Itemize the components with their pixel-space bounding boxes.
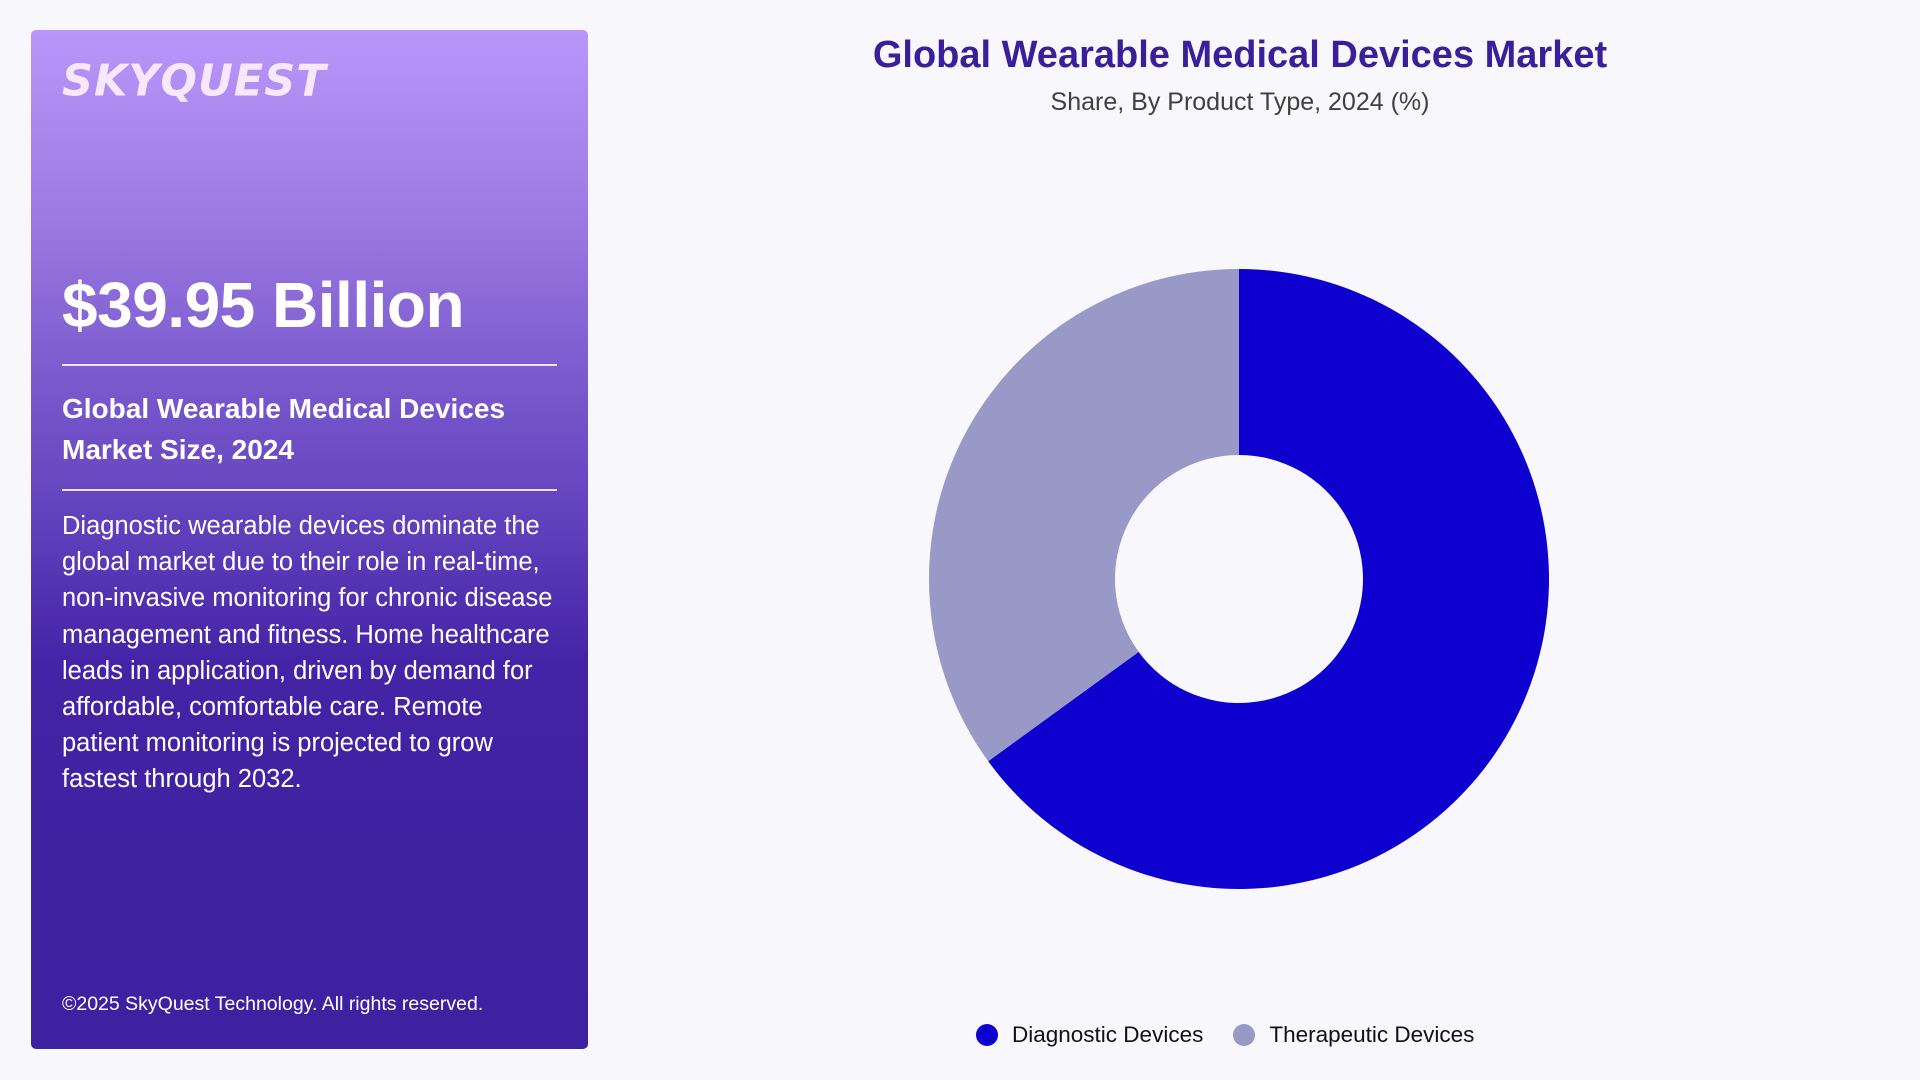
market-value: $39.95 Billion: [62, 269, 465, 341]
summary-panel: SKYQUEST $39.95 Billion Global Wearable …: [31, 30, 588, 1049]
divider-bottom: [62, 489, 557, 491]
divider-top: [62, 364, 557, 366]
donut-chart: [929, 269, 1549, 890]
chart-title: Global Wearable Medical Devices Market: [872, 34, 1608, 76]
copyright-notice: ©2025 SkyQuest Technology. All rights re…: [62, 993, 484, 1015]
chart-subtitle: Share, By Product Type, 2024 (%): [1050, 88, 1430, 116]
donut-slice-diagnostic-devices[interactable]: [988, 269, 1549, 890]
legend-dot-icon: [1233, 1024, 1256, 1046]
skyquest-logo: SKYQUEST: [62, 55, 327, 107]
legend-label: Diagnostic Devices: [1012, 1022, 1204, 1047]
market-description: Diagnostic wearable devices dominate the…: [62, 512, 553, 794]
market-size-heading: Global Wearable Medical Devices Market S…: [62, 393, 506, 465]
chart-legend: Diagnostic Devices Therapeutic Devices: [976, 1018, 1504, 1052]
legend-dot-icon: [976, 1024, 998, 1046]
donut-slice-therapeutic-devices[interactable]: [929, 269, 1239, 762]
legend-item-therapeutic[interactable]: Therapeutic Devices: [1233, 1022, 1474, 1048]
legend-item-diagnostic[interactable]: Diagnostic Devices: [976, 1022, 1203, 1048]
legend-label: Therapeutic Devices: [1269, 1022, 1475, 1047]
